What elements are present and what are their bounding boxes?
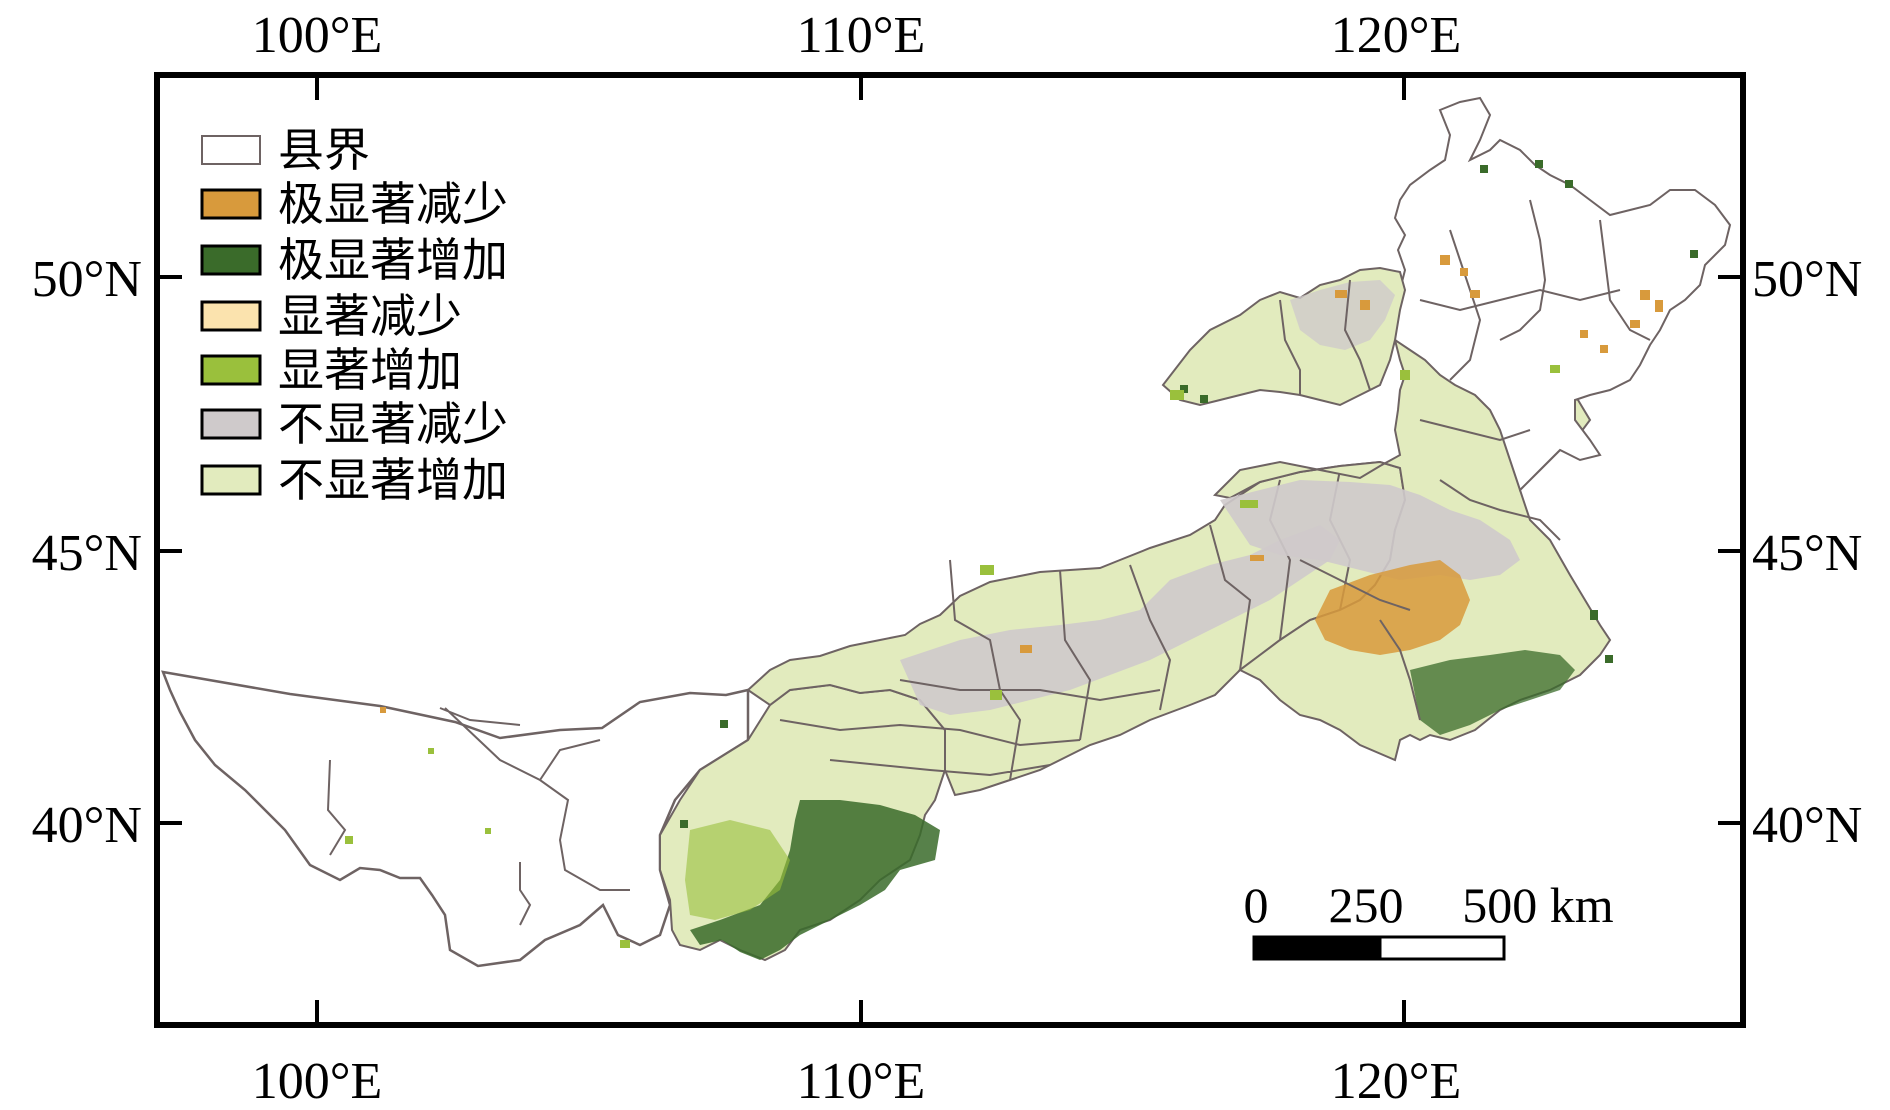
legend-swatch-extremely-sig-increase [200,244,262,276]
legend-label-sig-increase: 显著增加 [278,343,462,397]
county-lines-west [326,707,630,926]
green-specks [680,160,1698,828]
county-lines-northeast [1279,199,1651,721]
x-tick-top-120: 120°E [1331,7,1462,64]
y-tick-left-40: 40°N [32,797,142,854]
legend-swatch-sig-increase [200,354,262,386]
frame-ticks [157,75,1743,1025]
scale-bar-black-segment [1252,935,1382,961]
y-tick-left-45: 45°N [32,525,142,582]
legend-swatch-nonsig-increase [200,464,262,496]
legend-swatch-extremely-sig-decrease [200,188,262,220]
legend: 县界 极显著减少 极显著增加 显著减少 显著增加 不显著减少 不显著增加 [200,123,508,507]
legend-swatch-sig-decrease [200,300,262,332]
scale-label-0: 0 [1244,877,1269,933]
scale-bar-white-segment [1378,935,1506,961]
region-ordos-midgreen [685,820,790,920]
legend-swatch-county-boundary [201,135,261,165]
legend-swatch-nonsig-decrease [200,408,262,440]
region-west [161,670,750,968]
legend-label-extremely-sig-decrease: 极显著减少 [278,177,508,231]
x-tick-bottom-100: 100°E [252,1053,383,1110]
lightgreen-specks [345,365,1560,948]
x-tick-bottom-110: 110°E [797,1053,926,1110]
scale-label-250: 250 [1329,877,1404,933]
scale-bar: 0 250 500 km [1244,877,1614,961]
region-east-gray [1220,480,1520,580]
y-tick-left-50: 50°N [32,251,142,308]
region-ordos-darkgreen [690,800,940,960]
legend-label-county-boundary: 县界 [278,123,370,177]
orange-specks [380,255,1663,713]
scale-label-500km: 500 km [1462,877,1614,933]
x-tick-top-110: 110°E [797,7,926,64]
legend-label-nonsig-increase: 不显著增加 [278,453,508,507]
region-hulunbuir-gray [1290,280,1395,350]
legend-label-nonsig-decrease: 不显著减少 [278,397,508,451]
x-tick-top-100: 100°E [252,7,383,64]
legend-label-extremely-sig-increase: 极显著增加 [278,233,508,287]
region-east-southgreen [1410,650,1575,735]
y-tick-right-40: 40°N [1752,797,1862,854]
region-east-orange [1315,560,1470,655]
legend-label-sig-decrease: 显著减少 [278,289,462,343]
region-central-gray [900,525,1340,715]
y-tick-right-50: 50°N [1752,251,1862,308]
x-tick-bottom-120: 120°E [1331,1053,1462,1110]
y-tick-right-45: 45°N [1752,525,1862,582]
